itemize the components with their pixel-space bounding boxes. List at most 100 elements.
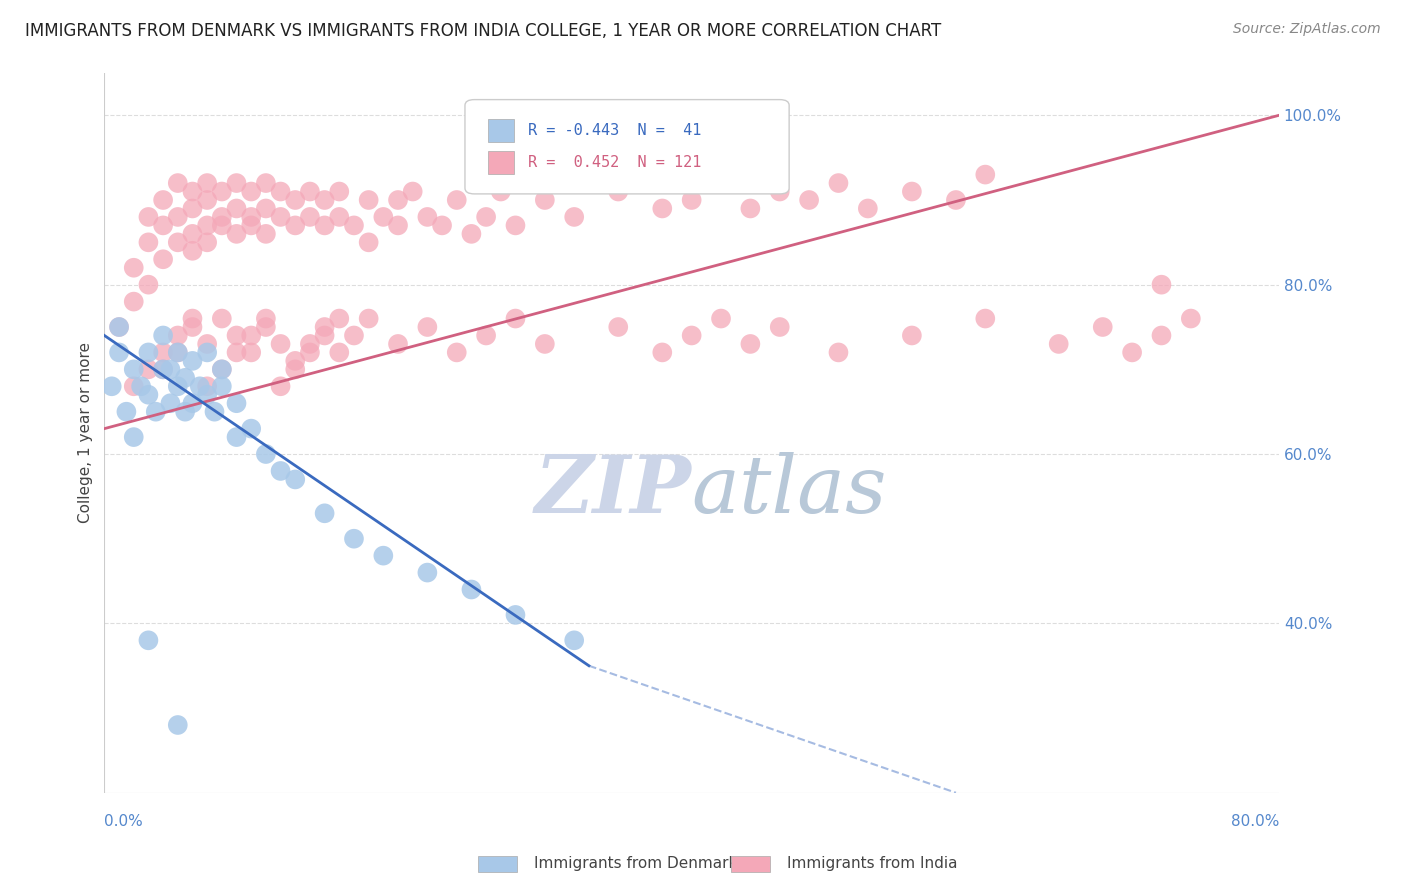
Point: [138, 388, 160, 402]
Point: [129, 379, 152, 393]
Point: [475, 328, 498, 343]
Point: [373, 549, 395, 563]
Point: [1180, 311, 1202, 326]
Point: [159, 396, 181, 410]
Point: [446, 193, 468, 207]
Point: [945, 193, 967, 207]
Point: [174, 371, 197, 385]
Point: [270, 337, 292, 351]
Point: [740, 337, 762, 351]
Point: [166, 345, 188, 359]
Point: [314, 506, 336, 520]
Point: [740, 202, 762, 216]
Point: [166, 235, 188, 250]
Point: [357, 235, 380, 250]
Point: [122, 362, 145, 376]
Point: [195, 193, 218, 207]
Point: [416, 566, 439, 580]
Point: [181, 185, 204, 199]
Point: [328, 210, 350, 224]
Point: [284, 219, 307, 233]
Point: [188, 379, 211, 393]
Text: Immigrants from India: Immigrants from India: [787, 856, 957, 871]
Point: [181, 311, 204, 326]
Point: [181, 202, 204, 216]
Text: ZIP: ZIP: [534, 451, 692, 529]
Point: [108, 320, 131, 334]
Point: [138, 277, 160, 292]
Point: [181, 396, 204, 410]
Point: [856, 202, 879, 216]
Text: R = -0.443  N =  41: R = -0.443 N = 41: [529, 123, 702, 138]
Point: [298, 210, 321, 224]
Point: [211, 311, 233, 326]
Point: [174, 405, 197, 419]
Point: [681, 193, 703, 207]
Point: [240, 328, 263, 343]
FancyBboxPatch shape: [465, 100, 789, 194]
Point: [240, 185, 263, 199]
Point: [357, 193, 380, 207]
Point: [195, 345, 218, 359]
Point: [211, 362, 233, 376]
Text: atlas: atlas: [692, 451, 887, 529]
Text: 80.0%: 80.0%: [1230, 814, 1279, 829]
Point: [460, 227, 482, 241]
Point: [314, 328, 336, 343]
Point: [343, 219, 366, 233]
Point: [152, 362, 174, 376]
Point: [240, 345, 263, 359]
Point: [254, 447, 277, 461]
Point: [1047, 337, 1070, 351]
Point: [166, 345, 188, 359]
Text: Immigrants from Denmark: Immigrants from Denmark: [534, 856, 738, 871]
Point: [651, 202, 673, 216]
FancyBboxPatch shape: [488, 119, 515, 142]
Point: [166, 328, 188, 343]
Point: [797, 193, 820, 207]
Point: [489, 185, 512, 199]
Point: [901, 185, 924, 199]
Point: [387, 193, 409, 207]
Point: [901, 328, 924, 343]
Point: [225, 176, 247, 190]
Point: [475, 210, 498, 224]
Point: [204, 405, 226, 419]
Point: [225, 328, 247, 343]
Point: [138, 345, 160, 359]
Point: [254, 320, 277, 334]
Point: [505, 607, 527, 622]
Point: [181, 320, 204, 334]
Point: [534, 337, 557, 351]
Point: [343, 532, 366, 546]
Point: [298, 337, 321, 351]
Point: [115, 405, 138, 419]
Point: [270, 185, 292, 199]
Point: [298, 185, 321, 199]
Point: [108, 320, 131, 334]
Point: [974, 311, 997, 326]
Point: [430, 219, 453, 233]
Point: [1150, 328, 1173, 343]
Point: [343, 328, 366, 343]
Point: [152, 362, 174, 376]
Point: [681, 328, 703, 343]
Point: [195, 388, 218, 402]
Point: [284, 472, 307, 486]
Point: [240, 219, 263, 233]
Point: [108, 345, 131, 359]
Point: [284, 362, 307, 376]
Point: [284, 193, 307, 207]
Point: [211, 362, 233, 376]
Text: 0.0%: 0.0%: [104, 814, 143, 829]
Point: [607, 320, 630, 334]
Point: [328, 311, 350, 326]
Point: [710, 176, 733, 190]
Point: [138, 235, 160, 250]
Point: [357, 311, 380, 326]
Point: [314, 320, 336, 334]
Point: [166, 210, 188, 224]
Point: [254, 202, 277, 216]
Point: [181, 244, 204, 258]
Point: [1121, 345, 1143, 359]
